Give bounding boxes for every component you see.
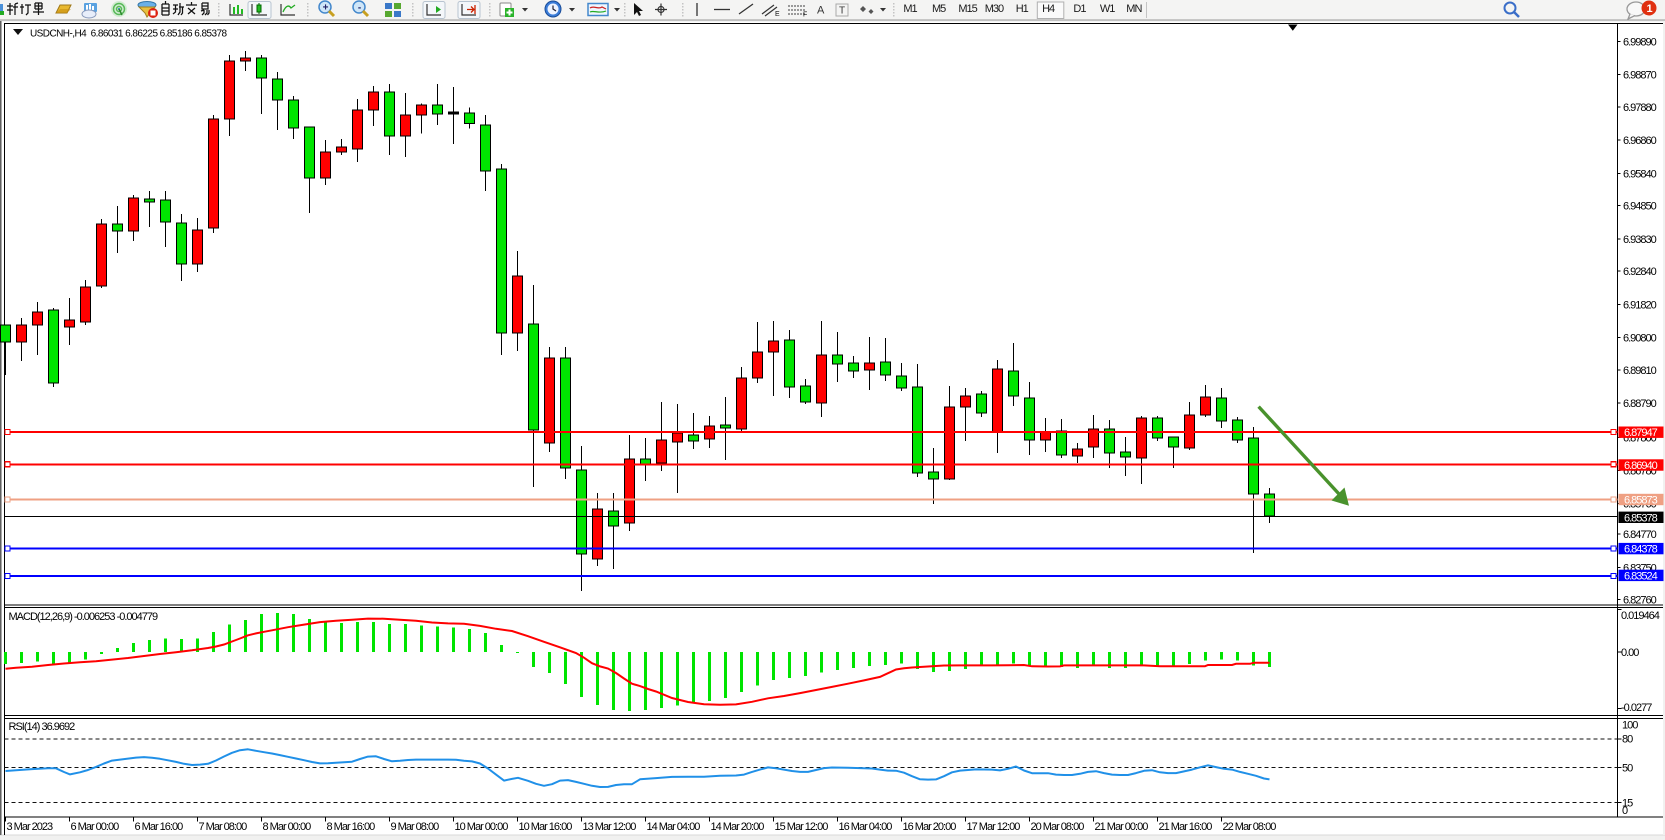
svg-text:-0.0277: -0.0277 <box>1621 702 1652 714</box>
svg-text:6.99890: 6.99890 <box>1623 36 1657 48</box>
svg-text:6.97880: 6.97880 <box>1623 102 1657 114</box>
svg-text:M1: M1 <box>903 3 917 15</box>
svg-text:6.85378: 6.85378 <box>1624 512 1658 524</box>
svg-text:13 Mar 12:00: 13 Mar 12:00 <box>583 821 637 833</box>
svg-text:+: + <box>323 3 329 14</box>
svg-text:16 Mar 04:00: 16 Mar 04:00 <box>839 821 893 833</box>
svg-text:M15: M15 <box>958 3 977 15</box>
svg-text:14 Mar 04:00: 14 Mar 04:00 <box>647 821 701 833</box>
svg-text:21 Mar 00:00: 21 Mar 00:00 <box>1095 821 1149 833</box>
svg-text:50: 50 <box>1622 763 1633 775</box>
svg-text:6.84770: 6.84770 <box>1623 529 1657 541</box>
svg-text:15 Mar 12:00: 15 Mar 12:00 <box>775 821 829 833</box>
svg-text:6.85873: 6.85873 <box>1624 495 1658 507</box>
svg-text:6.83524: 6.83524 <box>1624 570 1658 582</box>
svg-text:6.90800: 6.90800 <box>1623 333 1657 345</box>
svg-text:6.96860: 6.96860 <box>1623 135 1657 147</box>
svg-text:6.98870: 6.98870 <box>1623 70 1657 82</box>
svg-text:17 Mar 12:00: 17 Mar 12:00 <box>967 821 1021 833</box>
svg-text:16 Mar 20:00: 16 Mar 20:00 <box>903 821 957 833</box>
svg-text:USDCNH-,H4 6.86031 6.86225 6.: USDCNH-,H4 6.86031 6.86225 6.85186 6.853… <box>30 29 227 40</box>
svg-text:0.00: 0.00 <box>1621 647 1639 659</box>
svg-text:100: 100 <box>1622 720 1638 732</box>
svg-text:6.88790: 6.88790 <box>1623 398 1657 410</box>
svg-text:W1: W1 <box>1100 3 1115 15</box>
svg-text:E: E <box>775 11 780 18</box>
svg-text:7 Mar 08:00: 7 Mar 08:00 <box>199 821 248 833</box>
svg-text:22 Mar 08:00: 22 Mar 08:00 <box>1223 821 1277 833</box>
svg-text:T: T <box>839 6 845 17</box>
svg-text:8 Mar 16:00: 8 Mar 16:00 <box>327 821 376 833</box>
svg-text:8 Mar 00:00: 8 Mar 00:00 <box>263 821 312 833</box>
svg-text:-: - <box>358 3 361 14</box>
svg-text:MACD(12,26,9) -0.006253 -0.004: MACD(12,26,9) -0.006253 -0.004779 <box>9 611 158 623</box>
svg-text:M5: M5 <box>932 3 946 15</box>
svg-text:RSI(14) 36.9692: RSI(14) 36.9692 <box>9 721 76 733</box>
svg-text:21 Mar 16:00: 21 Mar 16:00 <box>1159 821 1213 833</box>
svg-text:H1: H1 <box>1016 3 1029 15</box>
svg-text:6.94850: 6.94850 <box>1623 201 1657 213</box>
svg-text:6.92840: 6.92840 <box>1623 266 1657 278</box>
svg-text:D1: D1 <box>1073 3 1086 15</box>
svg-text:H4: H4 <box>1042 3 1055 15</box>
svg-text:6.95840: 6.95840 <box>1623 168 1657 180</box>
svg-text:6.89810: 6.89810 <box>1623 365 1657 377</box>
svg-text:F: F <box>803 12 807 19</box>
svg-text:MN: MN <box>1126 3 1142 15</box>
svg-text:10 Mar 00:00: 10 Mar 00:00 <box>455 821 509 833</box>
svg-text:14 Mar 20:00: 14 Mar 20:00 <box>711 821 765 833</box>
svg-text:1: 1 <box>1646 3 1652 15</box>
svg-text:15: 15 <box>1622 797 1633 809</box>
svg-text:80: 80 <box>1622 734 1633 746</box>
svg-text:6.84378: 6.84378 <box>1624 544 1658 556</box>
svg-text:M30: M30 <box>985 3 1004 15</box>
svg-text:3 Mar 2023: 3 Mar 2023 <box>7 821 54 833</box>
svg-text:10 Mar 16:00: 10 Mar 16:00 <box>519 821 573 833</box>
svg-text:6.93830: 6.93830 <box>1623 234 1657 246</box>
svg-text:0.019464: 0.019464 <box>1621 610 1660 622</box>
svg-text:6.87947: 6.87947 <box>1624 427 1658 439</box>
svg-text:6 Mar 16:00: 6 Mar 16:00 <box>135 821 184 833</box>
svg-text:6.91820: 6.91820 <box>1623 299 1657 311</box>
svg-text:6.82760: 6.82760 <box>1623 595 1657 607</box>
svg-text:6.86940: 6.86940 <box>1624 460 1658 472</box>
svg-text:A: A <box>817 5 825 17</box>
svg-text:6 Mar 00:00: 6 Mar 00:00 <box>71 821 120 833</box>
svg-text:9 Mar 08:00: 9 Mar 08:00 <box>391 821 440 833</box>
svg-text:0: 0 <box>1622 805 1628 817</box>
svg-text:20 Mar 08:00: 20 Mar 08:00 <box>1031 821 1085 833</box>
